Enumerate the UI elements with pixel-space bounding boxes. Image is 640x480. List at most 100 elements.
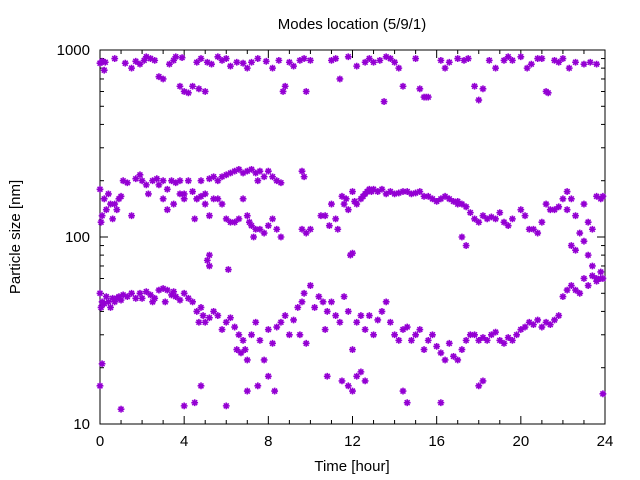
data-point [138,294,146,302]
data-point [277,233,285,241]
data-point [206,262,213,270]
data-point [222,55,230,62]
data-point [155,286,163,294]
data-point [523,64,531,72]
data-point [429,331,436,339]
data-point [588,272,596,280]
data-point [437,399,445,407]
data-point [509,215,516,223]
data-point [197,304,205,311]
data-point [117,296,125,304]
data-point [269,64,276,72]
data-point [353,318,361,326]
data-point [466,209,474,217]
data-point [353,200,361,208]
data-point [233,346,241,353]
data-point [254,55,262,62]
data-point [370,331,377,339]
data-point [319,298,327,306]
data-point [559,55,567,62]
data-point [214,177,222,185]
data-point [576,229,584,237]
data-point [328,56,335,64]
data-point [584,251,592,259]
data-point [323,308,331,315]
data-point [420,346,428,353]
data-point [161,298,169,306]
data-point [408,336,415,344]
data-point [365,312,373,319]
data-point [479,85,487,93]
data-point [142,181,150,189]
data-point [441,192,449,200]
data-point [107,200,114,208]
data-point [374,188,382,195]
data-point [222,171,230,179]
data-point [542,318,550,326]
data-point [315,293,323,301]
data-point [317,212,325,220]
data-point [109,215,117,223]
data-point [227,62,234,70]
data-point [189,82,196,90]
data-point [466,331,474,339]
data-point [588,225,596,233]
data-point [551,316,558,324]
data-point [180,190,188,198]
data-point [227,314,234,322]
data-point [521,212,529,220]
data-point [525,318,533,326]
data-point [269,215,276,223]
data-point [208,60,215,68]
data-point [101,58,109,66]
data-point [189,188,196,195]
data-point [403,399,411,407]
data-point [98,57,106,65]
data-point [378,308,386,315]
data-point [475,96,483,104]
data-point [180,402,188,410]
data-point [203,58,211,66]
data-point [500,56,508,64]
data-point [462,336,470,344]
data-point [218,173,226,181]
data-point [170,288,178,296]
data-point [260,173,268,181]
data-point [97,218,105,226]
data-point [97,304,105,311]
data-points [96,53,607,413]
data-point [475,382,483,390]
data-point [416,85,424,93]
data-point [269,173,276,181]
data-point [572,212,579,220]
data-point [420,192,428,200]
data-point [206,314,213,322]
data-point [273,177,281,185]
data-point [260,229,268,237]
data-point [138,177,146,185]
data-point [142,53,150,61]
data-point [100,300,108,308]
data-point [338,377,346,385]
data-point [281,82,289,90]
data-point [273,323,281,331]
data-point [334,225,342,233]
data-point [224,266,232,273]
data-point [361,377,369,385]
data-point [117,405,125,413]
data-point [269,339,276,347]
data-point [285,58,293,66]
data-point [399,387,407,395]
data-point [121,59,129,67]
data-point [197,55,205,62]
x-tick-label: 0 [96,433,104,450]
data-point [184,177,192,185]
data-point [273,225,281,233]
data-point [206,251,213,259]
x-tick-label: 4 [180,433,188,450]
data-point [227,169,234,177]
data-point [542,200,550,208]
data-point [285,331,293,339]
data-point [475,336,483,344]
